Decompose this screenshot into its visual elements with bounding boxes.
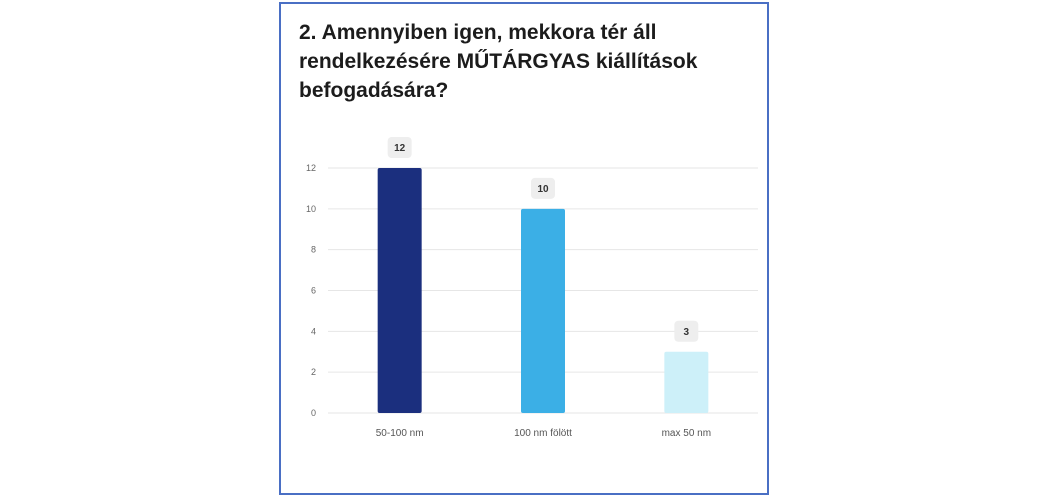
y-tick-label: 8	[311, 245, 316, 255]
x-category-label: 100 nm fölött	[514, 428, 572, 439]
question-card: 2. Amennyiben igen, mekkora tér áll rend…	[279, 2, 769, 495]
bar	[377, 168, 422, 413]
y-tick-label: 2	[311, 367, 316, 377]
y-tick-label: 4	[311, 326, 316, 336]
bar	[664, 351, 709, 413]
y-tick-label: 10	[306, 204, 316, 214]
question-title: 2. Amennyiben igen, mekkora tér áll rend…	[299, 21, 698, 102]
data-label: 10	[537, 184, 549, 195]
y-tick-label: 6	[311, 286, 316, 296]
x-category-label: 50-100 nm	[376, 428, 424, 439]
bar-chart: 0 2 4 6 8 10 12 12 50-100 nm 10 100 nm fölött 3 max …	[306, 137, 758, 439]
data-label-badge	[387, 137, 412, 158]
y-tick-label: 12	[306, 163, 316, 173]
data-label: 12	[394, 143, 406, 154]
y-tick-label: 0	[311, 408, 316, 418]
data-label: 3	[684, 327, 690, 338]
data-label-badge	[674, 320, 699, 342]
bar	[521, 208, 565, 413]
data-label-badge	[531, 177, 555, 199]
x-category-label: max 50 nm	[662, 428, 711, 439]
